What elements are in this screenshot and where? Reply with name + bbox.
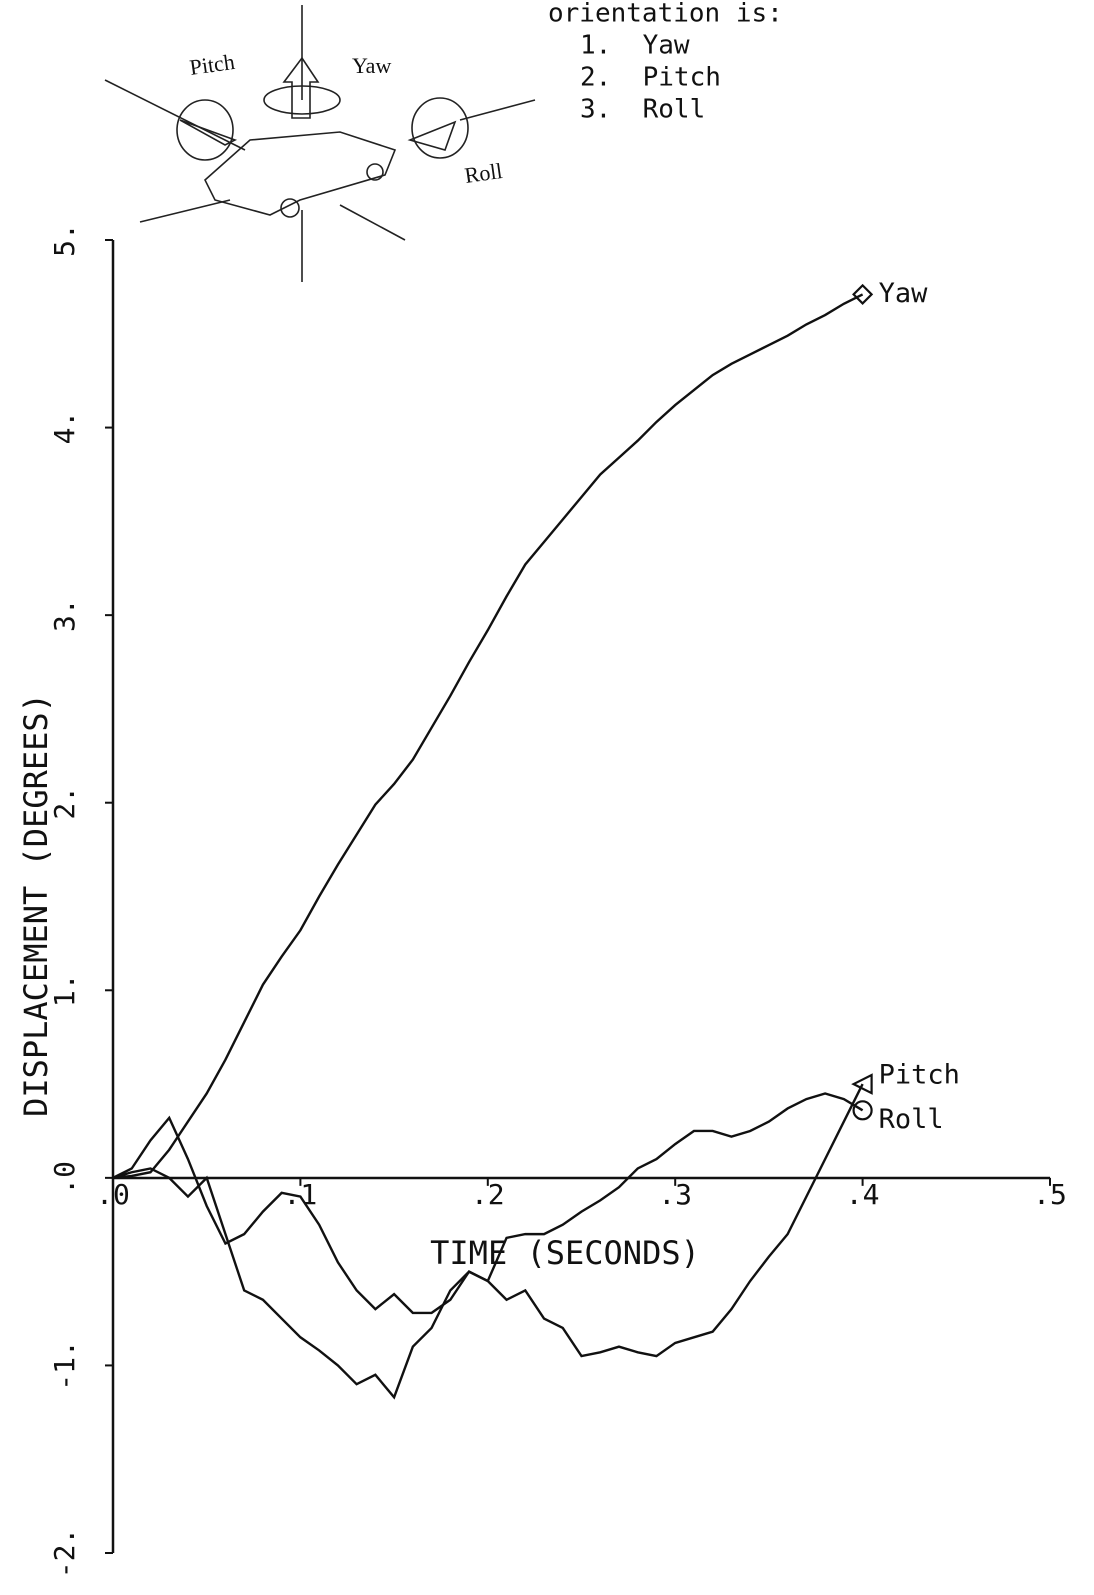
diagram-axis bbox=[139, 199, 231, 223]
y-tick-label: 4. bbox=[48, 411, 81, 445]
annotation: 2. Pitch bbox=[580, 63, 721, 93]
y-tick-label: 1. bbox=[48, 973, 81, 1007]
annotation: 1. Yaw bbox=[580, 31, 690, 61]
y-tick-label: 2. bbox=[48, 786, 81, 820]
y-tick-label: .0 bbox=[48, 1161, 81, 1195]
car-body bbox=[204, 131, 397, 216]
diagram-label: Pitch bbox=[188, 49, 236, 80]
roll-rotation bbox=[411, 97, 469, 159]
series-label: Roll bbox=[879, 1104, 944, 1135]
x-tick-label: .4 bbox=[846, 1178, 880, 1211]
y-axis-label: DISPLACEMENT (DEGREES) bbox=[17, 693, 55, 1117]
pitch-rotation bbox=[176, 99, 234, 161]
yaw-arrow bbox=[282, 56, 320, 119]
x-tick-label: .2 bbox=[471, 1178, 505, 1211]
end-marker bbox=[851, 1073, 873, 1095]
car-wheel bbox=[280, 198, 300, 218]
diagram-label: Roll bbox=[463, 158, 504, 188]
diagram-label: Yaw bbox=[352, 53, 391, 78]
x-axis-label: TIME (SECONDS) bbox=[430, 1234, 700, 1272]
x-tick-label: .5 bbox=[1033, 1178, 1067, 1211]
diagram-axis bbox=[104, 79, 246, 151]
series-label: Pitch bbox=[879, 1060, 960, 1091]
series-line bbox=[112, 293, 864, 1180]
y-tick-label: 3. bbox=[48, 598, 81, 632]
annotation: 3. Roll bbox=[580, 95, 705, 125]
diagram-axis bbox=[459, 99, 536, 121]
x-tick-label: .0 bbox=[96, 1178, 130, 1211]
vehicle-diagram bbox=[104, 5, 536, 282]
series-line bbox=[112, 1092, 864, 1315]
diagram-axis bbox=[339, 204, 406, 241]
y-tick-label: -1. bbox=[48, 1340, 81, 1391]
y-tick-label: -2. bbox=[48, 1528, 81, 1579]
series-label: Yaw bbox=[879, 278, 929, 309]
pitch-arrow bbox=[179, 119, 238, 146]
roll-arrow bbox=[407, 120, 457, 151]
annotation: orientation is: bbox=[548, 0, 783, 29]
yaw-rotation bbox=[263, 85, 341, 115]
x-tick-label: .3 bbox=[658, 1178, 692, 1211]
end-marker bbox=[852, 283, 874, 305]
y-tick-label: 5. bbox=[48, 223, 81, 257]
end-marker bbox=[852, 1100, 873, 1121]
car-wheel bbox=[366, 163, 384, 181]
